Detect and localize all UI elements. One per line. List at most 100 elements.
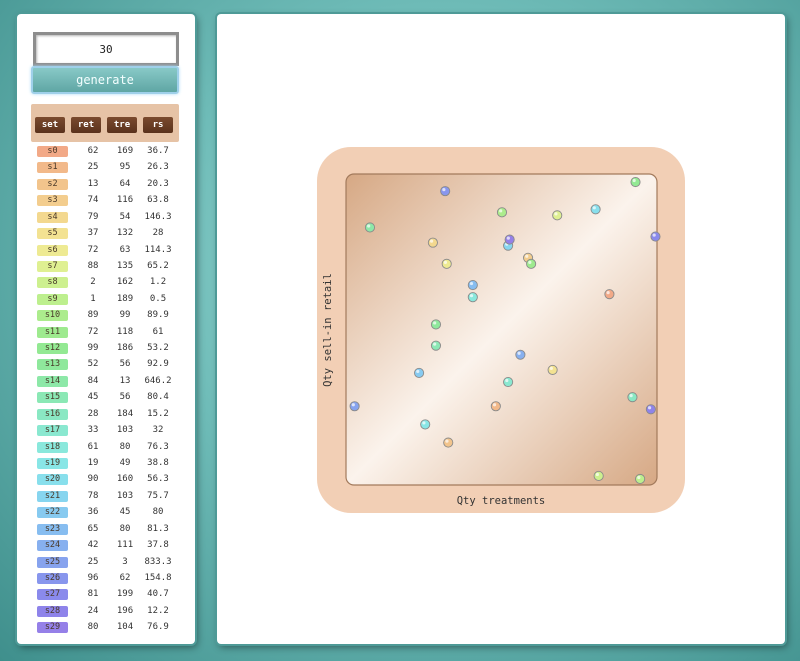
data-point-s13[interactable] xyxy=(430,319,442,330)
cell-tre: 132 xyxy=(116,228,134,239)
cell-ret: 99 xyxy=(87,343,99,354)
data-point-s20[interactable] xyxy=(590,204,601,215)
data-point-s4[interactable] xyxy=(427,237,438,248)
point-highlight xyxy=(506,236,510,240)
cell-rs: 89.9 xyxy=(147,310,169,321)
data-point-s29[interactable] xyxy=(504,234,515,245)
data-point-s7[interactable] xyxy=(552,210,563,221)
cell-tre: 199 xyxy=(116,589,134,600)
point-highlight xyxy=(652,233,656,237)
header-ret[interactable]: ret xyxy=(71,117,101,133)
data-point-s27[interactable] xyxy=(650,231,661,242)
cell-tre: 196 xyxy=(116,605,134,616)
data-point-s23[interactable] xyxy=(467,279,478,291)
cell-ret: 80 xyxy=(87,622,99,633)
cell-rs: 37.8 xyxy=(147,540,169,551)
cell-tre: 189 xyxy=(116,293,134,304)
cell-ret: 24 xyxy=(87,605,99,616)
data-point-s5[interactable] xyxy=(547,364,558,375)
count-input[interactable] xyxy=(33,32,179,66)
data-point-s16[interactable] xyxy=(627,392,638,403)
point-highlight xyxy=(525,254,529,258)
data-point-s25[interactable] xyxy=(349,401,360,412)
data-point-s6[interactable] xyxy=(441,258,452,269)
data-point-s17[interactable] xyxy=(503,376,514,388)
cell-ret: 78 xyxy=(87,490,99,501)
data-point-s1[interactable] xyxy=(490,401,501,412)
cell-tre: 104 xyxy=(116,622,134,633)
cell-ret: 2 xyxy=(90,277,96,288)
cell-tre: 118 xyxy=(116,326,134,337)
data-table-body: s0 62 169 36.7 s1 25 95 26.3 s2 13 64 20.3 s3 74 116 63… xyxy=(17,143,195,636)
data-point-s12[interactable] xyxy=(630,176,641,188)
data-point-s11[interactable] xyxy=(526,258,537,269)
set-tag: s15 xyxy=(37,392,68,404)
header-set[interactable]: set xyxy=(35,117,65,133)
data-point-s28[interactable] xyxy=(645,404,656,415)
cell-rs: 646.2 xyxy=(144,375,172,386)
set-tag: s29 xyxy=(37,622,68,634)
cell-rs: 1.2 xyxy=(149,277,167,288)
generate-button[interactable]: generate xyxy=(31,66,179,94)
set-tag: s6 xyxy=(37,244,68,256)
point-highlight xyxy=(637,475,641,480)
data-point-s2[interactable] xyxy=(443,437,454,448)
data-point-s24[interactable] xyxy=(515,349,526,360)
set-tag: s18 xyxy=(37,441,68,453)
table-row: s15 45 56 80.4 xyxy=(17,389,195,405)
data-point-s9[interactable] xyxy=(635,473,646,485)
header-rs[interactable]: rs xyxy=(143,117,173,133)
chart-panel: Qty treatments Qty sell-in retail xyxy=(217,14,785,644)
data-point-s26[interactable] xyxy=(440,186,451,197)
control-panel: generate set ret tre rs s0 62 169 36.7 s1 25 9… xyxy=(17,14,195,644)
point-highlight xyxy=(629,394,633,398)
data-point-s10[interactable] xyxy=(496,207,508,218)
y-axis-label: Qty sell-in retail xyxy=(322,273,334,387)
data-point-s8[interactable] xyxy=(593,470,604,481)
point-highlight xyxy=(422,421,426,425)
cell-ret: 25 xyxy=(87,162,99,173)
header-tre[interactable]: tre xyxy=(107,117,137,133)
cell-rs: 92.9 xyxy=(147,359,169,370)
point-highlight xyxy=(499,209,503,213)
set-tag: s2 xyxy=(37,178,68,190)
data-point-s22[interactable] xyxy=(414,367,425,378)
cell-rs: 154.8 xyxy=(144,572,172,583)
cell-tre: 56 xyxy=(119,359,131,370)
cell-ret: 72 xyxy=(87,244,99,255)
data-point-s15[interactable] xyxy=(430,340,442,351)
data-point-s14[interactable] xyxy=(364,222,376,233)
set-tag: s19 xyxy=(37,458,68,470)
table-row: s27 81 199 40.7 xyxy=(17,586,195,602)
point-highlight xyxy=(647,406,652,410)
point-highlight xyxy=(632,178,636,183)
cell-rs: 0.5 xyxy=(149,293,167,304)
set-tag: s9 xyxy=(37,293,68,305)
table-row: s21 78 103 75.7 xyxy=(17,488,195,504)
cell-ret: 88 xyxy=(87,260,99,271)
table-row: s1 25 95 26.3 xyxy=(17,159,195,175)
table-row: s20 90 160 56.3 xyxy=(17,471,195,487)
cell-rs: 80 xyxy=(152,507,164,518)
point-highlight xyxy=(469,294,474,298)
data-point-s19[interactable] xyxy=(420,419,431,430)
point-highlight xyxy=(416,369,420,374)
cell-ret: 74 xyxy=(87,195,99,206)
cell-rs: 12.2 xyxy=(147,605,169,616)
cell-tre: 160 xyxy=(116,474,134,485)
cell-rs: 61 xyxy=(152,326,164,337)
cell-tre: 13 xyxy=(119,375,131,386)
cell-rs: 56.3 xyxy=(147,474,169,485)
cell-rs: 80.4 xyxy=(147,392,169,403)
cell-ret: 96 xyxy=(87,572,99,583)
point-highlight xyxy=(554,212,558,216)
set-tag: s12 xyxy=(37,343,68,355)
cell-rs: 53.2 xyxy=(147,343,169,354)
cell-rs: 114.3 xyxy=(144,244,172,255)
cell-tre: 111 xyxy=(116,540,134,551)
cell-tre: 3 xyxy=(122,556,128,567)
cell-ret: 52 xyxy=(87,359,99,370)
data-point-s18[interactable] xyxy=(467,292,478,303)
data-point-s0[interactable] xyxy=(604,289,615,300)
cell-tre: 184 xyxy=(116,408,134,419)
